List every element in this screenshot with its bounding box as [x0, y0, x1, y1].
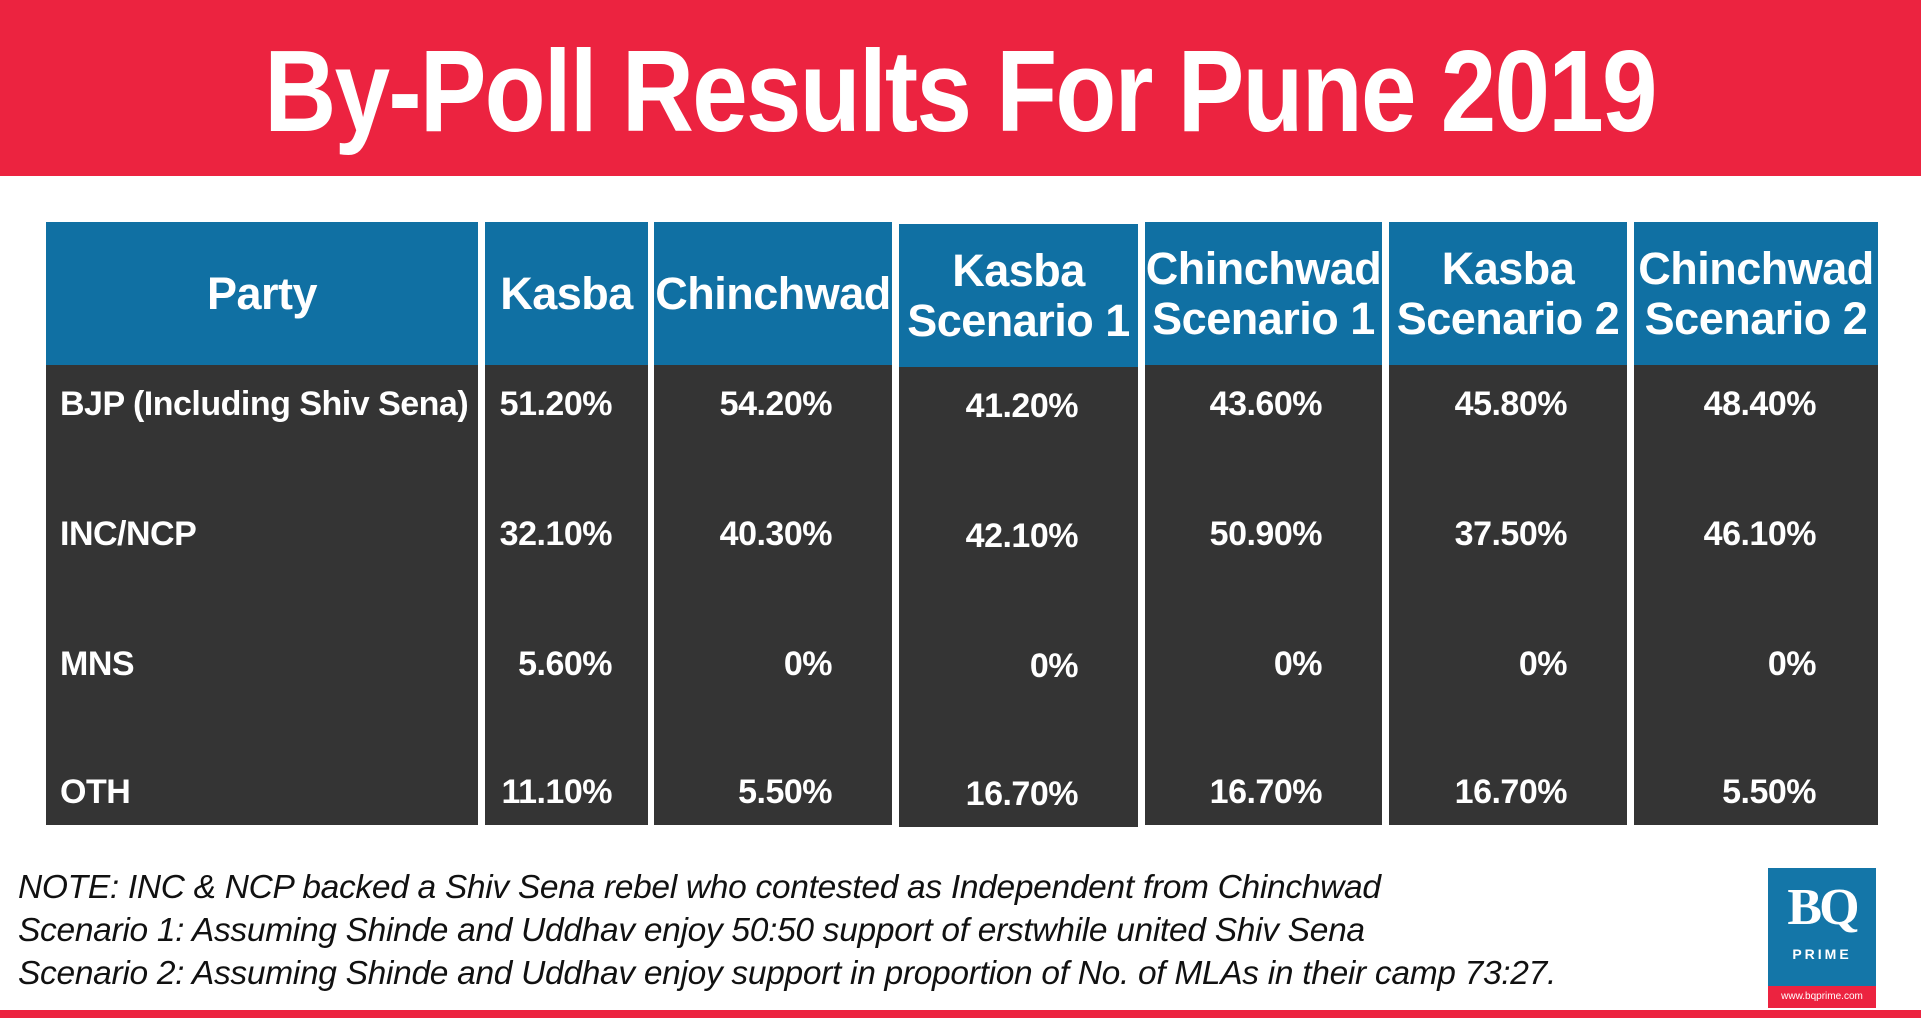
column-header: Chinchwad Scenario 1 [1145, 222, 1382, 365]
notes: NOTE: INC & NCP backed a Shiv Sena rebel… [18, 866, 1556, 995]
table-cell: 16.70% [1209, 773, 1323, 811]
party-label: MNS [60, 645, 135, 683]
table-cell: 5.50% [1722, 773, 1816, 811]
party-label: BJP (Including Shiv Sena) [60, 385, 469, 423]
table-cell: 40.30% [719, 515, 833, 553]
col-chinchwad-scenario-1: Chinchwad Scenario 1 43.60% 50.90% 0% 16.70% [1145, 222, 1382, 825]
table-cell: 50.90% [1209, 515, 1323, 553]
column-body: BJP (Including Shiv Sena) INC/NCP MNS OTH [46, 365, 478, 825]
table-cell: 46.10% [1703, 515, 1817, 553]
table-cell: 11.10% [501, 773, 613, 811]
note-line: Scenario 1: Assuming Shinde and Uddhav e… [18, 912, 1365, 949]
table-cell: 37.50% [1454, 515, 1568, 553]
col-chinchwad: Chinchwad 54.20% 40.30% 0% 5.50% [654, 222, 892, 825]
column-body: 43.60% 50.90% 0% 16.70% [1145, 365, 1382, 825]
column-header: Chinchwad [654, 222, 892, 365]
column-header: Chinchwad Scenario 2 [1634, 222, 1878, 365]
table-cell: 41.20% [965, 387, 1079, 425]
col-chinchwad-scenario-2: Chinchwad Scenario 2 48.40% 46.10% 0% 5.50% [1634, 222, 1878, 825]
table-cell: 16.70% [1454, 773, 1568, 811]
logo-url: www.bqprime.com [1768, 986, 1876, 1008]
col-kasba-scenario-2: Kasba Scenario 2 45.80% 37.50% 0% 16.70% [1389, 222, 1627, 825]
note-line: Scenario 2: Assuming Shinde and Uddhav e… [18, 955, 1556, 992]
col-kasba: Kasba 51.20% 32.10% 5.60% 11.10% [485, 222, 648, 825]
logo-text: BQ [1787, 879, 1859, 936]
table-cell: 0% [1767, 645, 1817, 683]
column-header: Kasba Scenario 1 [899, 224, 1138, 367]
title-banner: By-Poll Results For Pune 2019 [0, 0, 1921, 176]
table-cell: 5.60% [518, 645, 612, 683]
page-title: By-Poll Results For Pune 2019 [264, 26, 1658, 156]
table-cell: 0% [783, 645, 833, 683]
col-party: Party BJP (Including Shiv Sena) INC/NCP MNS… [46, 222, 478, 825]
column-header: Kasba Scenario 2 [1389, 222, 1627, 365]
table-cell: 0% [1273, 645, 1323, 683]
table-cell: 32.10% [499, 515, 613, 553]
column-header: Kasba [485, 222, 648, 365]
column-body: 48.40% 46.10% 0% 5.50% [1634, 365, 1878, 825]
table-cell: 0% [1518, 645, 1568, 683]
column-header: Party [46, 222, 478, 365]
column-body: 54.20% 40.30% 0% 5.50% [654, 365, 892, 825]
table-cell: 45.80% [1454, 385, 1568, 423]
table-cell: 51.20% [499, 385, 613, 423]
table-cell: 48.40% [1703, 385, 1817, 423]
bq-prime-logo: BQ PRIME www.bqprime.com [1768, 868, 1876, 1008]
column-body: 51.20% 32.10% 5.60% 11.10% [485, 365, 648, 825]
column-body: 45.80% 37.50% 0% 16.70% [1389, 365, 1627, 825]
table-cell: 5.50% [738, 773, 832, 811]
logo-subtext: PRIME [1792, 946, 1852, 962]
table-cell: 54.20% [719, 385, 833, 423]
table-cell: 42.10% [965, 517, 1079, 555]
bottom-bar [0, 1010, 1921, 1018]
table-cell: 16.70% [965, 775, 1079, 813]
party-label: OTH [60, 773, 131, 811]
column-body: 41.20% 42.10% 0% 16.70% [899, 367, 1138, 827]
table-cell: 43.60% [1209, 385, 1323, 423]
note-line: NOTE: INC & NCP backed a Shiv Sena rebel… [18, 869, 1381, 906]
col-kasba-scenario-1: Kasba Scenario 1 41.20% 42.10% 0% 16.70% [899, 224, 1138, 827]
party-label: INC/NCP [60, 515, 197, 553]
table-cell: 0% [1029, 647, 1079, 685]
